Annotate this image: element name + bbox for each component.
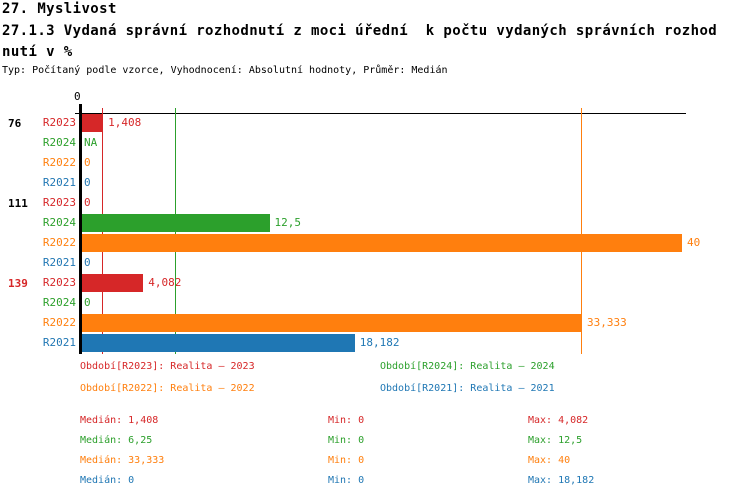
bar-value-label: 0 <box>84 256 91 269</box>
row-year-label: R2021 <box>42 256 76 269</box>
stat-min-r2021: Min: 0 <box>328 475 365 486</box>
bar-row: R2022 0 <box>0 154 750 172</box>
row-year-label: R2023 <box>42 196 76 209</box>
bar-value-label: 0 <box>84 196 91 209</box>
bar-row: R2024 0 <box>0 294 750 312</box>
bar-value-label: 0 <box>84 156 91 169</box>
chapter-title: 27. Myslivost <box>2 1 117 17</box>
bar-row: R2021 0 <box>0 174 750 192</box>
row-year-label: R2024 <box>42 136 76 149</box>
bar-value-label: 0 <box>84 176 91 189</box>
row-year-label: R2022 <box>42 236 76 249</box>
bar <box>82 334 355 352</box>
x-axis-line <box>75 113 686 114</box>
bar-value-label: 33,333 <box>586 316 627 329</box>
legend-item-r2022: Období[R2022]: Realita – 2022 <box>80 383 255 394</box>
bar-row: R2022 40 <box>0 234 750 252</box>
legend-item-r2024: Období[R2024]: Realita – 2024 <box>380 361 555 372</box>
stat-median-r2024: Medián: 6,25 <box>80 435 153 446</box>
bar-row: R2021 0 <box>0 254 750 272</box>
bar-row: R2021 18,182 <box>0 334 750 352</box>
row-year-label: R2024 <box>42 296 76 309</box>
bar-value-label: NA <box>84 136 98 149</box>
stat-max-r2022: Max: 40 <box>528 455 571 466</box>
bar-row: R2023 0 <box>0 194 750 212</box>
bar-row: R2022 33,333 <box>0 314 750 332</box>
row-year-label: R2021 <box>42 336 76 349</box>
bar <box>82 214 270 232</box>
indicator-title-line2: nutí v % <box>2 44 73 60</box>
bar-row: R2023 1,408 <box>0 114 750 132</box>
bar <box>82 314 582 332</box>
axis-origin-tick-label: 0 <box>74 90 81 103</box>
stat-max-r2021: Max: 18,182 <box>528 475 595 486</box>
bar <box>82 234 682 252</box>
stat-max-r2024: Max: 12,5 <box>528 435 583 446</box>
group-label: 76 <box>8 117 22 130</box>
bar-value-label: 4,082 <box>148 276 182 289</box>
bar-value-label: 1,408 <box>108 116 142 129</box>
group-label: 139 <box>8 277 28 290</box>
bar-value-label: 0 <box>84 296 91 309</box>
bar-row: R2024 12,5 <box>0 214 750 232</box>
stat-min-r2022: Min: 0 <box>328 455 365 466</box>
stat-min-r2024: Min: 0 <box>328 435 365 446</box>
row-year-label: R2023 <box>42 276 76 289</box>
row-year-label: R2024 <box>42 216 76 229</box>
y-axis-line <box>79 104 82 354</box>
indicator-meta: Typ: Počítaný podle vzorce, Vyhodnocení:… <box>2 65 448 76</box>
legend-item-r2021: Období[R2021]: Realita – 2021 <box>380 383 555 394</box>
group-label: 111 <box>8 197 28 210</box>
bar-value-label: 12,5 <box>274 216 302 229</box>
bar <box>82 114 104 132</box>
median-line-r2022 <box>580 108 582 354</box>
row-year-label: R2023 <box>42 116 76 129</box>
bar-value-label: 18,182 <box>359 336 400 349</box>
row-year-label: R2021 <box>42 176 76 189</box>
stat-max-r2023: Max: 4,082 <box>528 415 589 426</box>
indicator-title-line1: 27.1.3 Vydaná správní rozhodnutí z moci … <box>2 23 718 39</box>
stat-median-r2021: Medián: 0 <box>80 475 135 486</box>
stat-median-r2023: Medián: 1,408 <box>80 415 159 426</box>
legend-item-r2023: Období[R2023]: Realita – 2023 <box>80 361 255 372</box>
bar <box>82 274 144 292</box>
stat-median-r2022: Medián: 33,333 <box>80 455 165 466</box>
row-year-label: R2022 <box>42 156 76 169</box>
row-year-label: R2022 <box>42 316 76 329</box>
stat-min-r2023: Min: 0 <box>328 415 365 426</box>
bar-value-label: 40 <box>687 236 701 249</box>
bar-row: R2023 4,082 <box>0 274 750 292</box>
bar-row: R2024 NA <box>0 134 750 152</box>
